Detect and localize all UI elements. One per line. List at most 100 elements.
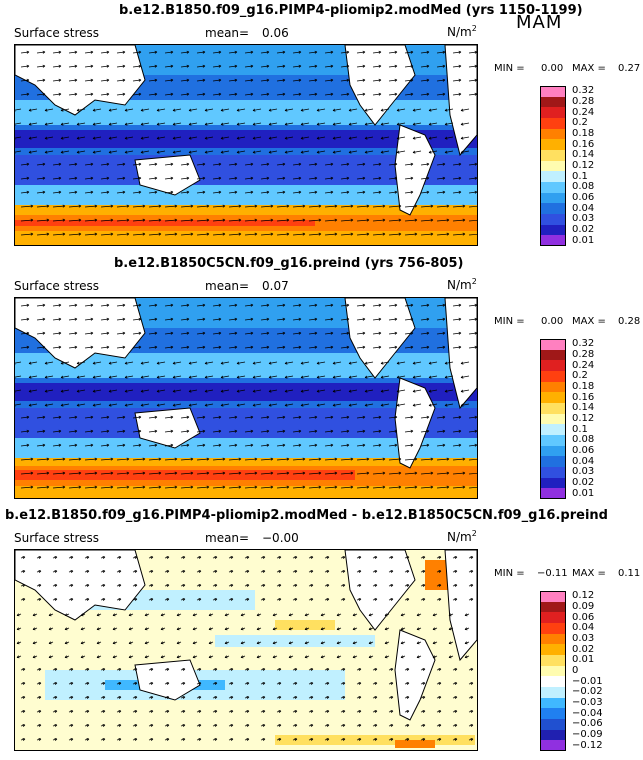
colorbar-tick-label: 0.01 [572, 654, 595, 666]
panel-2-colorbar: 0.32 0.28 0.24 0.2 0.18 0.16 0.14 0.12 0.1 0.08 0.… [540, 339, 594, 499]
colorbar-tick-label: −0.01 [572, 675, 603, 687]
colorbar-segment [540, 467, 566, 478]
colorbar-tick-label: 0.28 [572, 349, 595, 360]
colorbar-segment [540, 435, 566, 446]
panel-3-map [14, 549, 478, 751]
colorbar-tick-label: 0.06 [572, 192, 595, 203]
colorbar-segment [540, 128, 566, 140]
colorbar-segment [540, 424, 566, 435]
colorbar-segment [540, 488, 566, 499]
colorbar-segment [540, 676, 566, 687]
colorbar-tick-label: 0.02 [572, 643, 595, 655]
colorbar-segment [540, 203, 566, 214]
colorbar-segment [540, 740, 566, 751]
colorbar-tick-label: 0.24 [572, 106, 595, 118]
colorbar-tick-label: −0.03 [572, 697, 603, 708]
colorbar-tick-label: 0.02 [572, 224, 595, 235]
colorbar-segment [540, 623, 566, 634]
colorbar-tick-label: 0.08 [572, 434, 595, 446]
vector-arrows [16, 556, 474, 741]
colorbar-segment [540, 224, 566, 236]
colorbar-segment [540, 381, 566, 393]
colorbar-tick-label: 0.03 [572, 633, 595, 644]
panel-3-mean-label: mean= [205, 531, 250, 545]
colorbar-tick-label: 0.16 [572, 138, 595, 150]
colorbar-segment [540, 86, 566, 97]
colorbar-tick-label: 0.04 [572, 622, 595, 634]
panel-1-map-plot [15, 45, 477, 245]
panel-3-min-value: −0.11 [537, 568, 568, 579]
panel-2-title: b.e12.B1850C5CN.f09_g16.preind (yrs 756-… [114, 256, 464, 271]
panel-1-mean-value: 0.06 [262, 26, 289, 40]
panel-3-min-label: MIN = [494, 568, 525, 579]
colorbar-segment [540, 633, 566, 645]
colorbar-segment [540, 612, 566, 623]
colorbar-segment [540, 708, 566, 719]
colorbar-tick-label: 0.14 [572, 149, 595, 161]
colorbar-segment [540, 477, 566, 489]
colorbar-tick-label: 0.04 [572, 455, 595, 467]
colorbar-segment [540, 456, 566, 467]
panel-3-colorbar: 0.12 0.09 0.06 0.04 0.03 0.02 0.01 0 −0.01 −0.02−… [540, 591, 603, 751]
panel-1-min-value: 0.00 [541, 63, 564, 74]
colorbar-segment [540, 150, 566, 161]
colorbar-tick-label: 0.32 [572, 85, 595, 97]
colorbar-segment [540, 371, 566, 382]
panel-3-title: b.e12.B1850.f09_g16.PIMP4-pliomip2.modMe… [5, 508, 608, 523]
panel-2-map [14, 297, 478, 499]
colorbar-segment [540, 107, 566, 118]
colorbar-tick-label: 0.12 [572, 413, 595, 424]
colorbar-tick-label: 0.1 [572, 423, 588, 435]
colorbar-segment [540, 644, 566, 655]
colorbar-tick-label: 0.28 [572, 96, 595, 107]
panel-2-unit: N/m2 [447, 277, 477, 292]
panel-1-title: b.e12.B1850.f09_g16.PIMP4-pliomip2.modMe… [119, 3, 583, 18]
panel-2-variable: Surface stress [14, 279, 100, 293]
panel-1-variable: Surface stress [14, 26, 100, 40]
colorbar-tick-label: 0.1 [572, 170, 588, 182]
colorbar-segment [540, 160, 566, 172]
colorbar-tick-label: 0.02 [572, 477, 595, 488]
colorbar-tick-label: 0.08 [572, 181, 595, 193]
panel-2-min-label: MIN = [494, 316, 525, 327]
colorbar-segment [540, 214, 566, 225]
colorbar-segment [540, 665, 566, 677]
colorbar-segment [540, 192, 566, 204]
colorbar-segment [540, 413, 566, 425]
colorbar-segment [540, 360, 566, 371]
colorbar-tick-label: 0.03 [572, 213, 595, 225]
colorbar-tick-label: 0.03 [572, 466, 595, 478]
colorbar-tick-label: 0.09 [572, 601, 595, 612]
season-label: MAM [516, 12, 563, 33]
colorbar-tick-label: 0.12 [572, 590, 595, 602]
colorbar-tick-label: 0.16 [572, 391, 595, 403]
colorbar-tick-label: 0.12 [572, 160, 595, 171]
colorbar-segment [540, 719, 566, 730]
colorbar-segment [540, 697, 566, 709]
panel-3-mean-value: −0.00 [262, 531, 299, 545]
colorbar-tick-label: 0.06 [572, 611, 595, 623]
panel-3-max-value: 0.11 [618, 568, 641, 579]
colorbar-tick-label: 0.01 [572, 234, 595, 246]
colorbar-segment [540, 687, 566, 698]
colorbar-tick-label: 0.2 [572, 370, 588, 382]
colorbar-tick-label: 0.14 [572, 402, 595, 414]
panel-1-max-label: MAX = [572, 63, 606, 74]
panel-1-map [14, 44, 478, 246]
colorbar-tick-label: 0.06 [572, 445, 595, 456]
colorbar-segment [540, 349, 566, 361]
panel-1-max-value: 0.27 [618, 63, 641, 74]
colorbar-tick-label: 0.04 [572, 202, 595, 214]
vector-arrows [15, 50, 477, 236]
colorbar-tick-label: 0.2 [572, 117, 588, 129]
panel-2-min-value: 0.00 [541, 316, 564, 327]
vector-arrows [15, 303, 477, 489]
colorbar-segment [540, 729, 566, 741]
colorbar-segment [540, 601, 566, 613]
colorbar-segment [540, 96, 566, 108]
panel-1-colorbar: 0.32 0.28 0.24 0.2 0.18 0.16 0.14 0.12 0.1 0.08 0.… [540, 86, 594, 246]
colorbar-tick-label: 0 [572, 665, 579, 676]
colorbar-segment [540, 118, 566, 129]
colorbar-tick-label: −0.06 [572, 718, 603, 730]
colorbar-segment [540, 392, 566, 403]
